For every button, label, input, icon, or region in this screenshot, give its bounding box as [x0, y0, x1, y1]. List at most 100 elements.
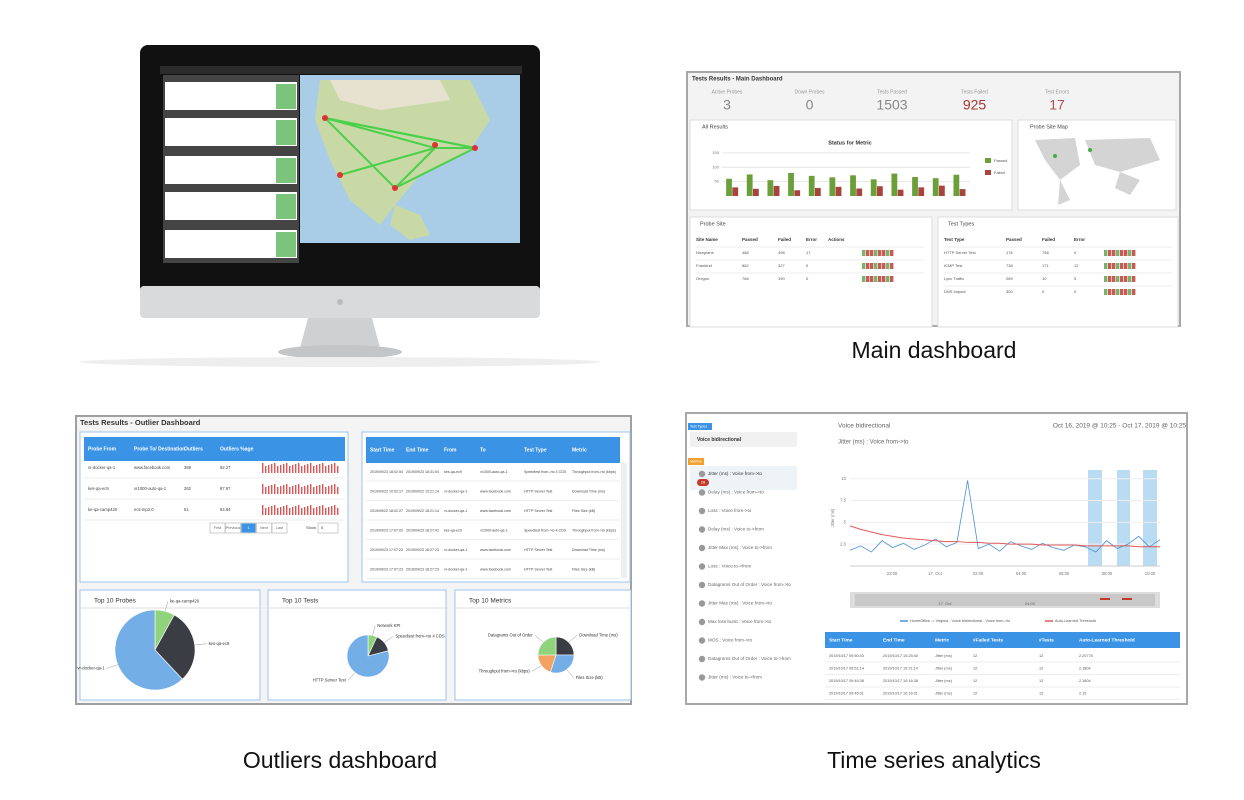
spark-bar [265, 487, 267, 494]
caption: Time series analytics [827, 747, 1041, 773]
metric-item[interactable]: Jitter (ms) : Voice to->from [708, 675, 762, 680]
metric-item[interactable]: Loss : Voice from->to [708, 508, 752, 513]
spark-bar [304, 465, 306, 473]
leader-line [566, 669, 574, 678]
column-header: Failed [778, 237, 791, 242]
series-line [849, 525, 1160, 548]
metric-item[interactable]: Loss : Voice to->from [708, 564, 751, 569]
cell: HTTP Server Test [524, 509, 552, 513]
column-header: Outliers [184, 446, 203, 452]
cell: 176 [1006, 250, 1013, 255]
spark-bar [319, 464, 321, 473]
selected-test[interactable] [690, 432, 797, 447]
metric-icon [698, 637, 706, 644]
series-line [849, 480, 1161, 553]
column-header: Test Type [944, 237, 965, 242]
cell: Speedtest from->to 4 CDS [524, 528, 567, 532]
status-cell [1116, 276, 1120, 282]
metric-item[interactable]: Datagrams Out of Order : Voice from->to [708, 582, 791, 587]
page-label: 1 [247, 526, 249, 530]
bar [746, 174, 753, 196]
column-header: #Failed Tests [973, 637, 1003, 643]
cell: 2.1804 [1079, 679, 1091, 683]
page-label: Last [276, 526, 284, 530]
metric-item[interactable]: MOS : Voice from->to [708, 638, 752, 643]
cell: 0 [1074, 289, 1077, 294]
status-cell [1132, 289, 1136, 295]
spark-bar [298, 484, 300, 494]
metric-icon [698, 618, 706, 626]
metric-item[interactable]: Jitter Max (ms) : Voice to->from [708, 545, 772, 550]
cell: 12 [973, 667, 977, 671]
cell: 2019/10/17 10:25:40 [883, 654, 918, 658]
cell: 12 [1039, 654, 1043, 658]
metric-icon [698, 655, 706, 663]
page-size[interactable] [317, 522, 339, 534]
spark-bar [274, 463, 276, 473]
column-header: Actions [828, 237, 845, 242]
metric-icon [698, 489, 706, 496]
spark-bar [289, 487, 291, 494]
bar [794, 190, 801, 196]
status-cell [1112, 263, 1116, 269]
map-marker [1053, 154, 1057, 158]
spark-bar [283, 464, 285, 473]
cell: vr1000-auto-qa-1 [480, 470, 508, 474]
metric-icon [698, 600, 706, 607]
spark-bar [316, 486, 318, 494]
cell: 2019/10/17 10:16:38 [883, 679, 918, 683]
column-header: To [480, 447, 486, 453]
spark-bar [277, 466, 279, 473]
column-header: Passed [1006, 237, 1022, 242]
page-button[interactable] [271, 522, 288, 534]
cell: 2019/10/17 09:46:01 [829, 692, 864, 696]
bar [767, 180, 774, 196]
spark-bar [310, 505, 312, 515]
metric-item[interactable]: Delay (ms) : Voice to->from [708, 527, 764, 532]
metric-item[interactable]: Max loss burst : Voice from->to [708, 619, 772, 624]
cell: 2019/09/22 18:21:14 [406, 509, 439, 513]
date-range: Oct 16, 2019 @ 10:25 - Oct 17, 2019 @ 10… [1053, 423, 1187, 430]
cell: Oregon [696, 276, 709, 281]
spark-bar [271, 485, 273, 494]
cell: 2019/09/23 17:07:23 [370, 548, 403, 552]
cell: Download Time (ms) [572, 548, 605, 552]
column-header: Site Name [696, 237, 718, 242]
kpi-label: Tests Failed [961, 89, 988, 95]
cell: Throughput from->to (kbps) [572, 470, 616, 474]
spark-bar [268, 486, 270, 494]
status-cell [886, 250, 890, 256]
tag-label: Metrics [690, 459, 702, 463]
cell: Files Size (kB) [572, 567, 595, 571]
spark-bar [271, 464, 273, 473]
cell: 94.84 [220, 507, 231, 512]
metric-item[interactable]: Jitter (ms) : Voice from->to [708, 471, 762, 476]
metric-item[interactable]: Delay (ms) : Voice from->to [708, 490, 764, 495]
column-header: Start Time [829, 637, 853, 643]
cell: 488 [742, 250, 749, 255]
time-series-frame [685, 412, 1188, 705]
cell: Download Time (ms) [572, 489, 605, 493]
cell: 2019/09/22 18:02:27 [370, 509, 403, 513]
bar [870, 179, 877, 196]
spark-bar [331, 485, 333, 494]
map-land [1115, 172, 1140, 195]
cell: HTTP Server Test [944, 250, 977, 255]
spark-bar [292, 486, 294, 494]
kpi-value: 925 [963, 97, 987, 113]
bar [808, 175, 815, 196]
cell: 0 [806, 276, 809, 281]
bar [953, 174, 960, 196]
metric-item[interactable]: Jitter Max (ms) : Voice from->to [708, 601, 772, 606]
cell: 0 [1042, 289, 1045, 294]
slice-label: Datagrams Out of Order [488, 632, 534, 637]
spark-bar [328, 486, 330, 494]
status-cell [1120, 289, 1124, 295]
status-cell [874, 250, 878, 256]
status-cell [878, 276, 882, 282]
selected-test-label: Voice bidirectional [697, 437, 742, 443]
metric-item[interactable]: Datagrams Out of Order : Voice to->from [708, 656, 791, 661]
status-cell [1132, 250, 1136, 256]
cell: 2019/09/23 18:27:23 [406, 567, 439, 571]
